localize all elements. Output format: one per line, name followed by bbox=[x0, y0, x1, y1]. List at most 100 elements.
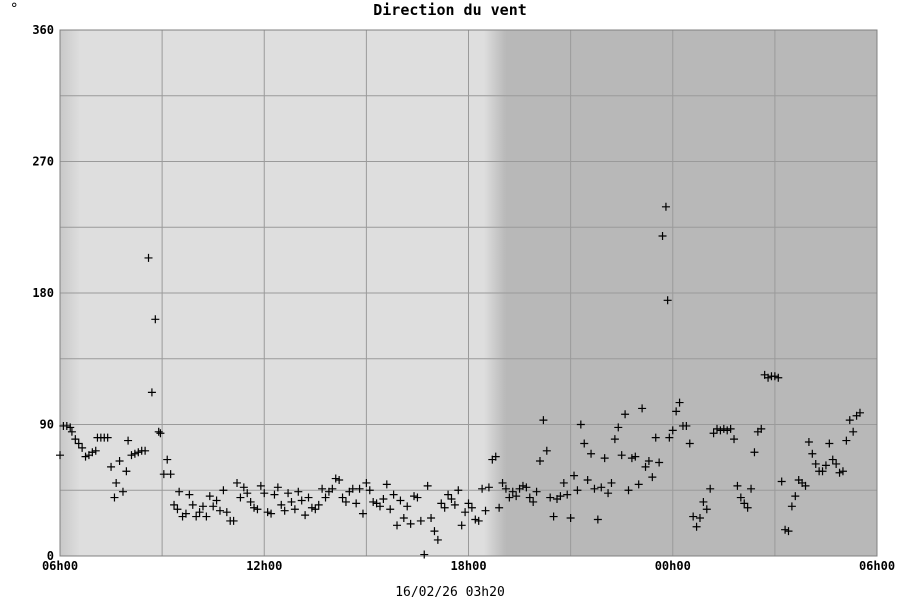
data-point bbox=[260, 489, 269, 498]
data-point bbox=[386, 505, 395, 514]
data-point bbox=[532, 487, 541, 496]
data-point bbox=[205, 492, 214, 501]
data-point bbox=[634, 480, 643, 489]
data-point bbox=[481, 506, 490, 515]
data-point bbox=[597, 483, 606, 492]
data-point bbox=[263, 508, 272, 517]
data-point bbox=[549, 512, 558, 521]
data-point bbox=[467, 503, 476, 512]
data-point bbox=[103, 433, 112, 442]
data-point bbox=[198, 502, 207, 511]
data-point bbox=[365, 486, 374, 495]
data-point bbox=[770, 372, 779, 381]
data-point bbox=[661, 202, 670, 211]
data-point bbox=[607, 478, 616, 487]
data-point bbox=[297, 496, 306, 505]
data-point bbox=[450, 500, 459, 509]
plot-frame bbox=[59, 29, 878, 557]
data-point bbox=[284, 489, 293, 498]
y-tick-label: 360 bbox=[32, 23, 54, 37]
data-point bbox=[648, 473, 657, 482]
x-tick-label: 12h00 bbox=[246, 559, 282, 573]
data-point bbox=[427, 514, 436, 523]
data-point bbox=[593, 515, 602, 524]
data-point bbox=[471, 515, 480, 524]
data-point bbox=[341, 497, 350, 506]
data-point bbox=[777, 477, 786, 486]
data-point bbox=[556, 492, 565, 501]
data-point bbox=[181, 509, 190, 518]
data-point bbox=[66, 423, 75, 432]
data-point bbox=[580, 439, 589, 448]
data-point bbox=[175, 487, 184, 496]
data-point bbox=[250, 503, 259, 512]
data-point bbox=[202, 512, 211, 521]
data-point bbox=[501, 484, 510, 493]
data-point bbox=[243, 489, 252, 498]
data-point bbox=[617, 451, 626, 460]
data-point bbox=[166, 470, 175, 479]
data-point bbox=[156, 429, 165, 438]
data-point bbox=[311, 505, 320, 514]
data-point bbox=[610, 435, 619, 444]
data-point bbox=[115, 457, 124, 466]
data-point bbox=[185, 490, 194, 499]
data-point bbox=[222, 508, 231, 517]
data-point bbox=[141, 446, 150, 455]
data-point bbox=[733, 481, 742, 490]
data-point bbox=[304, 493, 313, 502]
data-point bbox=[566, 514, 575, 523]
data-point bbox=[689, 512, 698, 521]
data-point bbox=[369, 497, 378, 506]
data-point bbox=[663, 296, 672, 305]
data-point bbox=[91, 446, 100, 455]
data-point bbox=[706, 484, 715, 493]
data-point bbox=[525, 493, 534, 502]
data-point bbox=[440, 503, 449, 512]
data-point bbox=[838, 467, 847, 476]
data-point bbox=[743, 503, 752, 512]
data-point bbox=[413, 493, 422, 502]
data-point bbox=[692, 522, 701, 531]
data-point bbox=[624, 486, 633, 495]
data-point bbox=[270, 490, 279, 499]
data-point bbox=[437, 499, 446, 508]
data-point bbox=[638, 404, 647, 413]
data-point bbox=[784, 527, 793, 536]
data-point bbox=[256, 481, 265, 490]
data-point bbox=[529, 497, 538, 506]
x-tick-label: 06h00 bbox=[42, 559, 78, 573]
data-point bbox=[338, 493, 347, 502]
data-point bbox=[682, 421, 691, 430]
data-point bbox=[461, 508, 470, 517]
data-point bbox=[127, 451, 136, 460]
data-point bbox=[600, 454, 609, 463]
data-point bbox=[627, 454, 636, 463]
data-point bbox=[151, 315, 160, 324]
data-point bbox=[464, 499, 473, 508]
data-point bbox=[842, 436, 851, 445]
data-point bbox=[144, 253, 153, 262]
data-point bbox=[134, 448, 143, 457]
data-point bbox=[348, 484, 357, 493]
data-point bbox=[335, 476, 344, 485]
data-point bbox=[835, 468, 844, 477]
data-point bbox=[301, 511, 310, 520]
data-point bbox=[757, 424, 766, 433]
data-point bbox=[382, 480, 391, 489]
data-point bbox=[433, 535, 442, 544]
data-point bbox=[559, 478, 568, 487]
data-point bbox=[621, 410, 630, 419]
data-point bbox=[358, 509, 367, 518]
data-point bbox=[675, 398, 684, 407]
data-point bbox=[163, 455, 172, 464]
data-point bbox=[668, 426, 677, 435]
data-point bbox=[280, 506, 289, 515]
data-point bbox=[118, 487, 127, 496]
data-point bbox=[410, 492, 419, 501]
x-tick-label: 06h00 bbox=[859, 559, 895, 573]
x-tick-label: 18h00 bbox=[450, 559, 486, 573]
data-point bbox=[604, 489, 613, 498]
data-point bbox=[570, 471, 579, 480]
